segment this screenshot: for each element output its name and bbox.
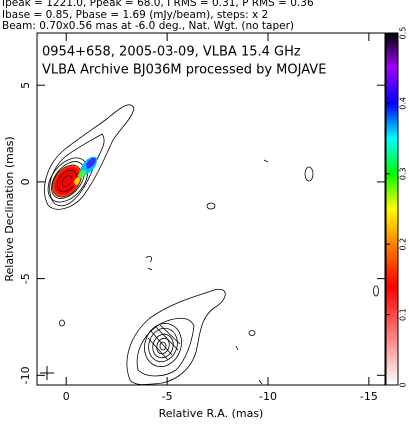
- x-tick-label: -5: [162, 390, 173, 403]
- x-tick-label: -15: [360, 390, 378, 403]
- plot-title: 0954+658, 2005-03-09, VLBA 15.4 GHz: [42, 45, 301, 60]
- colorbar-tick-label: 0.2: [399, 238, 408, 251]
- y-tick-label: 5: [19, 82, 32, 89]
- y-tick-label: 0: [19, 178, 32, 185]
- colorbar-tick-label: 0: [399, 382, 408, 387]
- plot-subtitle: VLBA Archive BJ036M processed by MOJAVE: [42, 63, 326, 78]
- x-tick-label: -10: [259, 390, 277, 403]
- colorbar-tick-label: 0.3: [399, 167, 408, 180]
- plot-frame: [36, 32, 386, 386]
- header-line: Beam: 0.70x0.56 mas at -6.0 deg., Nat. W…: [2, 20, 294, 32]
- contours: [40, 104, 379, 385]
- header-line: Ipeak = 1221.0, Ppeak = 68.0, I RMS = 0.…: [2, 0, 314, 9]
- y-tick-label: -5: [19, 273, 32, 284]
- x-axis-label: Relative R.A. (mas): [159, 407, 264, 420]
- y-axis-label: Relative Declination (mas): [3, 136, 16, 281]
- colorbar-tick-label: 0.5: [399, 27, 408, 40]
- x-tick-label: 0: [63, 390, 70, 403]
- colorbar-tick-label: 0.4: [399, 97, 408, 110]
- y-tick-label: -10: [19, 366, 32, 384]
- colorbar-tick-label: 0.1: [399, 308, 408, 321]
- colorbar: [385, 32, 399, 386]
- header-line: Ibase = 0.85, Pbase = 1.69 (mJy/beam), s…: [2, 9, 268, 21]
